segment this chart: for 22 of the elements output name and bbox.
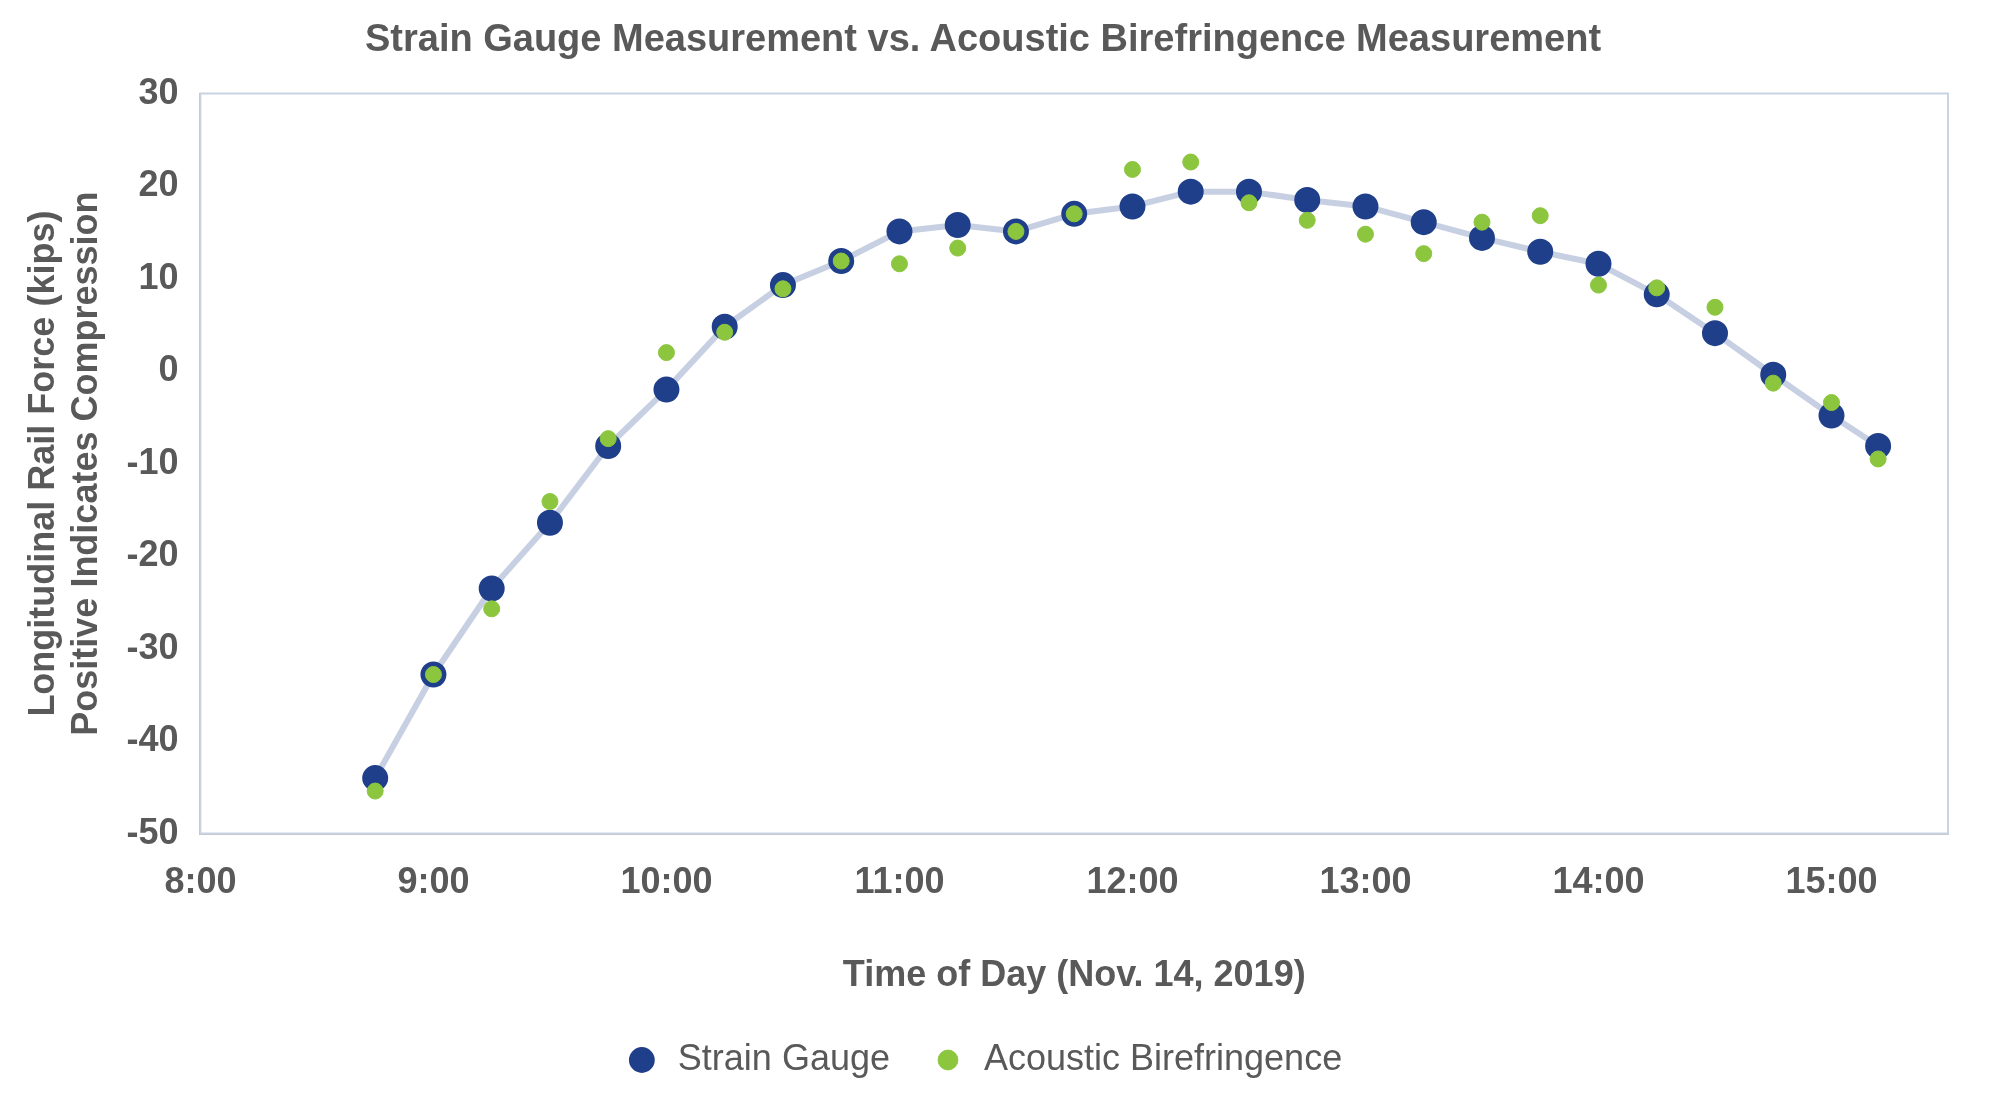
- y-tick-label: -50: [126, 810, 179, 852]
- x-axis-title: Time of Day (Nov. 14, 2019): [842, 953, 1306, 995]
- y-tick-label: 10: [138, 255, 179, 297]
- y-tick-label: 0: [158, 348, 179, 390]
- x-tick-label: 15:00: [1785, 860, 1878, 902]
- x-tick-label: 13:00: [1319, 860, 1412, 902]
- legend-label: Strain Gauge: [677, 1036, 890, 1078]
- chart-title: Strain Gauge Measurement vs. Acoustic Birefringence Measurement: [364, 17, 1602, 60]
- y-tick-label: 30: [138, 70, 179, 112]
- x-tick-label: 9:00: [397, 860, 470, 902]
- y-tick-label: -30: [126, 625, 179, 667]
- x-tick-label: 11:00: [854, 860, 945, 902]
- x-tick-label: 8:00: [164, 860, 237, 902]
- legend-label: Acoustic Birefringence: [983, 1036, 1343, 1078]
- x-tick-label: 10:00: [620, 860, 713, 902]
- y-tick-label: -20: [126, 533, 179, 575]
- y-tick-label: -10: [126, 440, 179, 482]
- y-axis-title: Longitudinal Rail Force (kips) Positive Indicates Compression: [20, 191, 105, 736]
- x-tick-label: 12:00: [1086, 860, 1179, 902]
- y-tick-label: 20: [138, 163, 179, 205]
- y-tick-label: -40: [126, 718, 179, 760]
- x-tick-label: 14:00: [1552, 860, 1645, 902]
